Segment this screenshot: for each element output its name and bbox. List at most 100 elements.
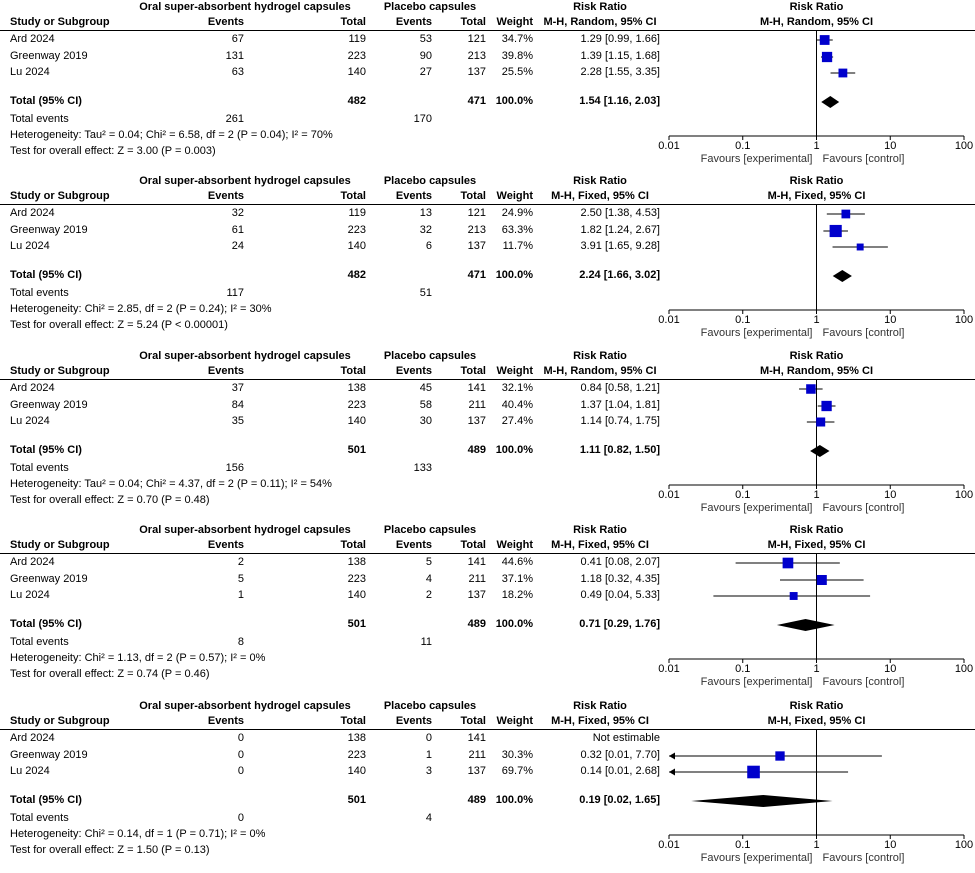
ctrl-total: 121 [467, 33, 486, 45]
weight-total: 100.0% [495, 95, 533, 107]
control-group-header: Placebo capsules [383, 524, 477, 536]
study-effect-marker [789, 592, 798, 600]
weight-value: 63.3% [501, 224, 533, 236]
overall-effect-text: Test for overall effect: Z = 0.70 (P = 0… [10, 494, 210, 506]
ctrl-events: 53 [419, 33, 432, 45]
total-label: Total (95% CI) [10, 95, 82, 107]
x-tick-label: 100 [955, 140, 973, 152]
plot-method-header: M-H, Fixed, 95% CI [767, 190, 866, 202]
x-tick-label: 10 [884, 140, 896, 152]
study-name: Lu 2024 [10, 240, 50, 252]
experimental-group-header: Oral super-absorbent hydrogel capsules [139, 175, 351, 187]
weight-column-header: Weight [496, 365, 533, 377]
exp-total: 140 [347, 240, 366, 252]
ctrl-events-column-header: Events [395, 539, 432, 551]
risk-ratio-header: Risk Ratio [573, 175, 627, 187]
ctrl-total-events: 51 [419, 287, 432, 299]
weight-value: 30.3% [501, 749, 533, 761]
ctrl-events: 45 [419, 382, 432, 394]
overall-effect-text: Test for overall effect: Z = 3.00 (P = 0… [10, 145, 216, 157]
plot-method-header: M-H, Random, 95% CI [759, 365, 874, 377]
exp-events: 0 [237, 765, 244, 777]
exp-total: 140 [347, 415, 366, 427]
ctrl-events-column-header: Events [395, 190, 432, 202]
weight-value: 27.4% [501, 415, 533, 427]
x-tick-label: 1 [813, 489, 819, 501]
study-name: Greenway 2019 [10, 50, 88, 62]
exp-total-events: 117 [226, 287, 244, 299]
exp-total-column-header: Total [340, 365, 366, 377]
favours-experimental-label: Favours [experimental] [701, 852, 813, 864]
x-tick-label: 100 [955, 314, 973, 326]
exp-total: 140 [347, 66, 366, 78]
weight-value: 34.7% [501, 33, 533, 45]
method-column-header: M-H, Fixed, 95% CI [551, 190, 649, 202]
weight-value: 24.9% [501, 207, 533, 219]
pooled-risk-ratio: 0.71 [0.29, 1.76] [579, 618, 660, 630]
exp-total-events: 8 [237, 636, 244, 648]
forest-panel-3: Oral super-absorbent hydrogel capsules Pl… [0, 349, 975, 521]
total-events-label: Total events [10, 636, 69, 648]
x-tick-label: 10 [884, 663, 896, 675]
ctrl-total-events: 4 [425, 812, 432, 824]
total-events-label: Total events [10, 113, 69, 125]
exp-total-sum: 501 [347, 618, 366, 630]
exp-events: 0 [237, 749, 244, 761]
pooled-risk-ratio: 0.19 [0.02, 1.65] [579, 794, 660, 806]
total-events-label: Total events [10, 812, 69, 824]
risk-ratio-ci: 2.50 [1.38, 4.53] [580, 207, 660, 219]
pooled-estimate-diamond [810, 445, 830, 457]
study-effect-marker [806, 384, 816, 394]
study-effect-marker [821, 400, 832, 412]
control-group-header: Placebo capsules [383, 175, 477, 187]
heterogeneity-text: Heterogeneity: Chi² = 1.13, df = 2 (P = … [10, 652, 266, 664]
ctrl-total: 213 [467, 224, 486, 236]
x-tick-label: 0.1 [735, 839, 750, 851]
exp-total: 138 [347, 382, 366, 394]
x-tick-label: 0.1 [735, 314, 750, 326]
x-tick-label: 1 [813, 663, 819, 675]
study-name: Lu 2024 [10, 765, 50, 777]
risk-ratio-ci: 0.84 [0.58, 1.21] [580, 382, 660, 394]
exp-events-column-header: Events [207, 539, 244, 551]
weight-column-header: Weight [496, 16, 533, 28]
favours-control-label: Favours [control] [823, 502, 905, 514]
weight-value: 44.6% [501, 556, 533, 568]
exp-events: 5 [237, 573, 244, 585]
overall-effect-text: Test for overall effect: Z = 1.50 (P = 0… [10, 844, 210, 856]
ctrl-total-column-header: Total [460, 715, 486, 727]
exp-total: 140 [347, 765, 366, 777]
pooled-estimate-diamond [821, 96, 840, 108]
ctrl-events: 0 [425, 732, 432, 744]
risk-ratio-header: Risk Ratio [573, 700, 627, 712]
risk-ratio-ci: 0.41 [0.08, 2.07] [580, 556, 660, 568]
ctrl-total-events: 170 [413, 113, 432, 125]
heterogeneity-text: Heterogeneity: Tau² = 0.04; Chi² = 4.37,… [10, 478, 332, 490]
plot-method-header: M-H, Fixed, 95% CI [767, 539, 866, 551]
pooled-estimate-diamond [832, 270, 852, 282]
exp-events: 61 [231, 224, 244, 236]
forest-panel-4: Oral super-absorbent hydrogel capsules Pl… [0, 523, 975, 695]
exp-events: 0 [237, 732, 244, 744]
weight-value: 40.4% [501, 399, 533, 411]
ctrl-total-column-header: Total [460, 365, 486, 377]
exp-total: 223 [347, 749, 366, 761]
weight-value: 37.1% [501, 573, 533, 585]
exp-total: 119 [348, 207, 366, 219]
ctrl-total: 137 [467, 589, 486, 601]
study-column-header: Study or Subgroup [10, 715, 110, 727]
exp-events: 131 [225, 50, 244, 62]
study-effect-marker [856, 243, 864, 251]
pooled-risk-ratio: 2.24 [1.66, 3.02] [579, 269, 660, 281]
x-tick-label: 0.1 [735, 489, 750, 501]
exp-total: 138 [347, 732, 366, 744]
risk-ratio-header: Risk Ratio [573, 1, 627, 13]
exp-events: 1 [237, 589, 244, 601]
plot-risk-ratio-header: Risk Ratio [789, 175, 844, 187]
method-column-header: M-H, Random, 95% CI [543, 365, 657, 377]
study-name: Greenway 2019 [10, 399, 88, 411]
favours-experimental-label: Favours [experimental] [701, 153, 813, 165]
x-tick-label: 100 [955, 489, 973, 501]
header-divider [0, 204, 975, 205]
ctrl-total-sum: 489 [467, 794, 486, 806]
